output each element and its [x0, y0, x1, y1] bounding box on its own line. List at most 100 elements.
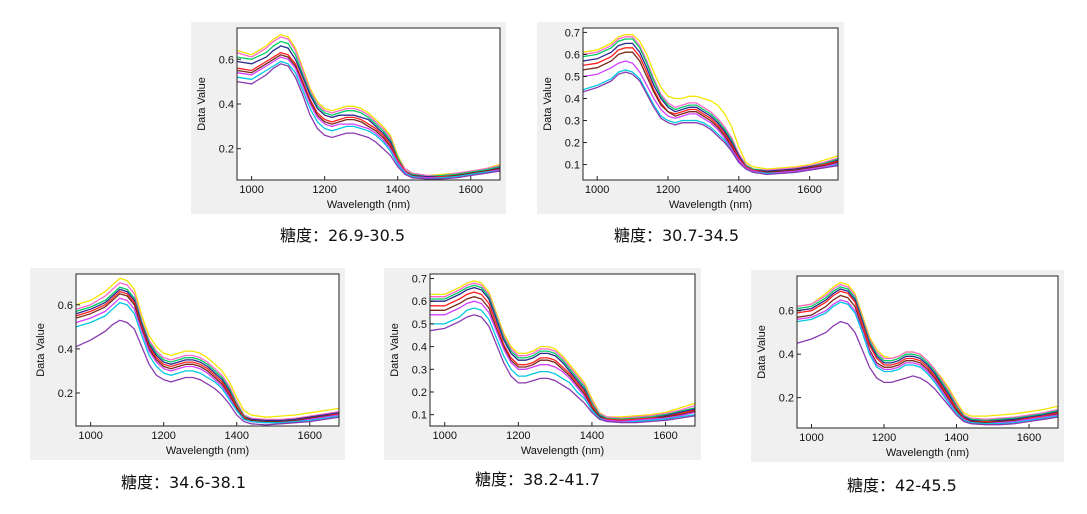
y-axis-title: Data Value [756, 325, 768, 379]
x-tick-label: 1000 [432, 430, 456, 442]
x-tick-label: 1600 [797, 184, 821, 196]
x-axis-title: Wavelength (nm) [521, 445, 604, 457]
series-line [75, 293, 340, 423]
y-tick-label: 0.6 [565, 49, 580, 61]
series-line [796, 283, 1059, 420]
series-line [430, 280, 696, 418]
series-line [430, 282, 696, 419]
x-tick-label: 1000 [585, 184, 609, 196]
series-line [236, 63, 501, 180]
x-tick-label: 1200 [872, 432, 896, 444]
y-axis-title: Data Value [542, 77, 554, 131]
series-line [582, 51, 839, 173]
x-tick-label: 1600 [459, 184, 483, 196]
x-tick-label: 1200 [656, 184, 680, 196]
chart-caption: 糖度：30.7-34.5 [614, 226, 740, 245]
spectrum-chart: 1000 1200 1400 1600 0.1 0.2 0.3 0.4 0.5 0.6 0.7 Wav… [389, 273, 696, 457]
series-line [430, 284, 696, 420]
x-tick-label: 1400 [944, 432, 968, 444]
y-tick-label: 0.2 [779, 393, 794, 405]
series-line [796, 290, 1059, 423]
spectrum-chart: 1000 1200 1400 1600 0.2 0.4 0.6 Wavelength (nm)… [196, 27, 501, 211]
y-tick-label: 0.3 [412, 364, 427, 376]
plot-area [797, 276, 1058, 428]
x-axis-title: Wavelength (nm) [886, 447, 969, 459]
y-tick-label: 0.2 [58, 388, 73, 400]
chart-panel: 1000 1200 1400 1600 0.2 0.4 0.6 Wavelength (nm)… [751, 270, 1064, 462]
chart-panel: 1000 1200 1400 1600 0.1 0.2 0.3 0.4 0.5 0.6 0.7 Wav… [537, 22, 844, 214]
series-line [75, 277, 340, 418]
x-tick-label: 1600 [1017, 432, 1041, 444]
series-line [582, 42, 839, 172]
y-axis-title: Data Value [35, 323, 47, 377]
y-tick-label: 0.4 [565, 93, 580, 105]
series-line [236, 45, 501, 178]
series-line [582, 69, 839, 175]
x-tick-label: 1600 [298, 430, 322, 442]
series-line [236, 56, 501, 179]
series-line [429, 314, 696, 424]
series-line [796, 286, 1059, 422]
series-line [430, 300, 696, 423]
x-axis-title: Wavelength (nm) [327, 199, 410, 211]
y-axis-title: Data Value [196, 77, 208, 131]
x-tick-label: 1400 [385, 184, 409, 196]
x-tick-label: 1400 [727, 184, 751, 196]
y-tick-label: 0.7 [412, 274, 427, 286]
series-line [582, 71, 839, 176]
y-axis-title: Data Value [389, 323, 401, 377]
y-tick-label: 0.6 [219, 54, 234, 66]
plot-area [76, 274, 339, 426]
x-axis-title: Wavelength (nm) [669, 199, 752, 211]
series-line [582, 33, 839, 170]
spectrum-chart: 1000 1200 1400 1600 0.2 0.4 0.6 Wavelength (nm)… [756, 275, 1059, 459]
y-tick-label: 0.2 [219, 144, 234, 156]
series-line [75, 319, 340, 426]
x-tick-label: 1400 [580, 430, 604, 442]
plot-frame [429, 273, 696, 427]
spectrum-chart: 1000 1200 1400 1600 0.1 0.2 0.3 0.4 0.5 0.6 0.7 Wav… [542, 27, 839, 211]
y-tick-label: 0.5 [565, 71, 580, 83]
y-tick-label: 0.3 [565, 116, 580, 128]
plot-frame [582, 27, 839, 181]
plot-area [237, 28, 500, 180]
y-tick-label: 0.4 [219, 99, 234, 111]
y-tick-label: 0.4 [779, 349, 794, 361]
series-line [582, 36, 839, 171]
y-tick-label: 0.4 [412, 342, 427, 354]
chart-panel: 1000 1200 1400 1600 0.2 0.4 0.6 Wavelength (nm)… [191, 22, 506, 214]
x-tick-label: 1200 [506, 430, 530, 442]
x-tick-label: 1000 [78, 430, 102, 442]
x-tick-label: 1400 [224, 430, 248, 442]
series-line [75, 301, 340, 424]
spectrum-chart: 1000 1200 1400 1600 0.2 0.4 0.6 Wavelength (nm)… [35, 273, 340, 457]
y-tick-label: 0.4 [58, 344, 73, 356]
chart-panel: 1000 1200 1400 1600 0.2 0.4 0.6 Wavelength (nm)… [30, 268, 345, 460]
y-tick-label: 0.2 [565, 138, 580, 150]
x-tick-label: 1000 [239, 184, 263, 196]
y-tick-label: 0.1 [565, 160, 580, 172]
chart-caption: 糖度：42-45.5 [847, 476, 957, 495]
plot-area [430, 274, 695, 426]
series-line [796, 301, 1059, 425]
chart-panel: 1000 1200 1400 1600 0.1 0.2 0.3 0.4 0.5 0.6 0.7 Wav… [384, 268, 701, 460]
chart-caption: 糖度：34.6-38.1 [121, 473, 247, 492]
series-line [75, 282, 340, 421]
plot-area [583, 28, 838, 180]
plot-frame [796, 275, 1059, 429]
x-axis-title: Wavelength (nm) [166, 445, 249, 457]
chart-caption: 糖度：26.9-30.5 [280, 226, 406, 245]
y-tick-label: 0.6 [58, 300, 73, 312]
y-tick-label: 0.6 [779, 306, 794, 318]
y-tick-label: 0.1 [412, 410, 427, 422]
series-line [796, 294, 1059, 424]
series-line [236, 36, 501, 177]
y-tick-label: 0.2 [412, 387, 427, 399]
x-tick-label: 1200 [312, 184, 336, 196]
x-tick-label: 1600 [653, 430, 677, 442]
x-tick-label: 1200 [151, 430, 175, 442]
y-tick-label: 0.6 [412, 296, 427, 308]
chart-caption: 糖度：38.2-41.7 [475, 470, 601, 489]
series-line [796, 320, 1059, 426]
series-line [430, 291, 696, 421]
